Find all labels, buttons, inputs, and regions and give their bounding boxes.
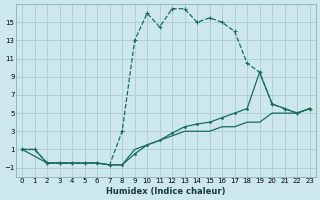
X-axis label: Humidex (Indice chaleur): Humidex (Indice chaleur) <box>106 187 226 196</box>
